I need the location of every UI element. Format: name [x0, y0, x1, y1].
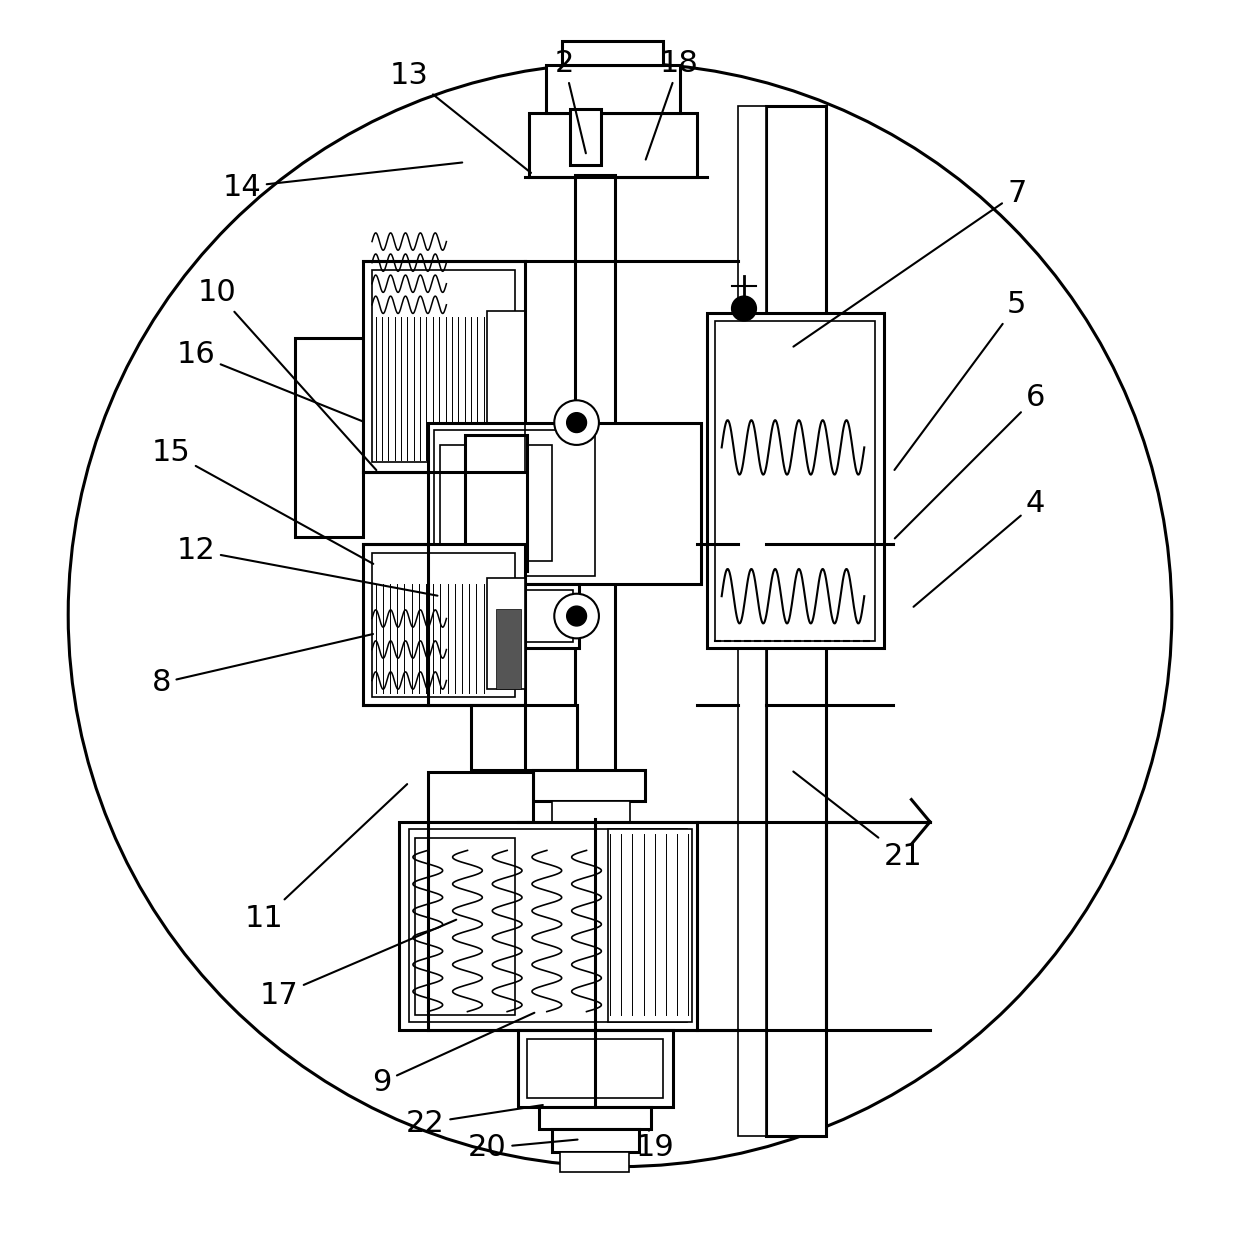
Bar [533, 770, 645, 801]
Bar [707, 313, 884, 648]
Circle shape [567, 412, 587, 432]
Text: 21: 21 [794, 771, 923, 871]
Text: 11: 11 [244, 784, 407, 933]
Text: 8: 8 [151, 633, 373, 698]
Text: 2: 2 [554, 48, 585, 153]
Text: 18: 18 [646, 48, 699, 159]
Bar [527, 1038, 663, 1098]
Bar [434, 430, 595, 576]
Bar [490, 584, 579, 648]
Bar [487, 578, 525, 689]
Text: 19: 19 [635, 1129, 675, 1163]
Text: 6: 6 [895, 384, 1045, 539]
Bar [552, 1129, 639, 1151]
Bar [560, 1151, 629, 1171]
Circle shape [732, 296, 756, 320]
Text: 16: 16 [176, 340, 363, 421]
Bar [440, 445, 552, 561]
Text: 22: 22 [405, 1105, 543, 1138]
Bar [546, 66, 680, 113]
Circle shape [567, 606, 587, 626]
Bar [496, 609, 521, 689]
Circle shape [554, 400, 599, 445]
Bar [415, 838, 515, 1015]
Bar [487, 310, 525, 447]
Text: 5: 5 [894, 291, 1027, 469]
Bar [372, 270, 515, 462]
Bar [363, 544, 525, 705]
Bar [496, 590, 573, 642]
Bar [564, 822, 614, 841]
Text: 12: 12 [176, 535, 438, 596]
Bar [715, 320, 875, 641]
Bar [738, 107, 766, 1135]
Bar [608, 830, 692, 1021]
Text: 17: 17 [259, 919, 456, 1010]
Bar [518, 1030, 673, 1107]
Bar [295, 338, 363, 537]
Bar [552, 801, 630, 822]
Bar [529, 113, 697, 178]
Bar [372, 553, 515, 697]
Text: 13: 13 [389, 61, 531, 173]
Circle shape [554, 594, 599, 638]
Bar [363, 261, 525, 472]
Bar [399, 822, 697, 1030]
Bar [409, 830, 687, 1021]
Text: 7: 7 [794, 179, 1027, 347]
Bar [575, 175, 615, 820]
Bar [766, 107, 826, 1135]
Text: 9: 9 [372, 1012, 534, 1097]
Bar [428, 422, 701, 584]
Text: 15: 15 [151, 438, 373, 564]
Bar [539, 1107, 651, 1129]
Text: 14: 14 [222, 163, 463, 201]
Bar [471, 705, 577, 770]
Bar [562, 41, 663, 66]
Bar [570, 109, 601, 165]
Bar [428, 773, 533, 822]
Bar [465, 435, 527, 571]
Text: 10: 10 [197, 278, 377, 471]
Text: 20: 20 [467, 1134, 578, 1163]
Text: 4: 4 [914, 488, 1045, 607]
